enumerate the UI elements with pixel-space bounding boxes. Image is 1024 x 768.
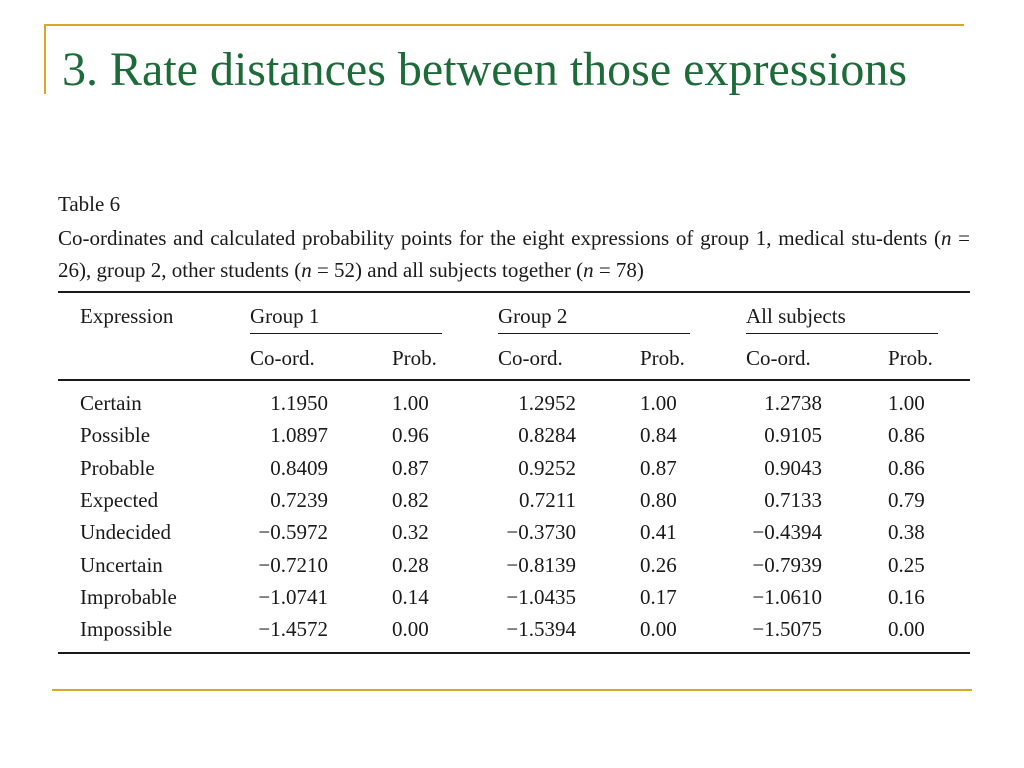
cell-group-2-coord: 0.7211 xyxy=(519,487,576,512)
header-group-1: Group 1 xyxy=(250,304,320,328)
cell-group-2-prob: 0.84 xyxy=(640,423,677,448)
cell-group-1-prob: 0.87 xyxy=(392,455,429,480)
cell-all-prob: 0.00 xyxy=(888,617,925,642)
cell-all-coord: −1.0610 xyxy=(752,584,822,609)
cell-expression: Impossible xyxy=(80,617,173,642)
caption-n-var-2: n xyxy=(301,258,312,282)
cell-all-coord: 0.9105 xyxy=(764,423,822,448)
header-expression: Expression xyxy=(80,304,174,328)
caption-n-var-3: n xyxy=(583,258,594,282)
all-subjects-rule xyxy=(746,333,938,334)
header-all-subjects: All subjects xyxy=(746,304,846,328)
cell-group-2-prob: 0.26 xyxy=(640,552,677,577)
cell-group-2-coord: 0.8284 xyxy=(518,423,576,448)
cell-expression: Expected xyxy=(80,487,159,512)
cell-all-prob: 0.38 xyxy=(888,520,925,545)
caption-text-1: Co-ordinates and calculated probability … xyxy=(58,226,941,250)
cell-group-1-prob: 0.28 xyxy=(392,552,429,577)
header-g1-prob: Prob. xyxy=(392,346,437,370)
cell-group-1-coord: −1.4572 xyxy=(258,617,328,642)
cell-group-2-prob: 0.87 xyxy=(640,455,677,480)
header-bottom-rule xyxy=(58,379,970,381)
cell-all-coord: −0.7939 xyxy=(752,552,822,577)
cell-all-prob: 0.86 xyxy=(888,455,925,480)
cell-group-2-coord: 0.9252 xyxy=(518,455,576,480)
left-accent-rule xyxy=(44,24,46,94)
cell-all-coord: 0.7133 xyxy=(764,487,822,512)
cell-group-1-prob: 0.14 xyxy=(392,584,429,609)
cell-expression: Uncertain xyxy=(80,552,163,577)
cell-all-coord: 1.2738 xyxy=(764,391,822,415)
bottom-accent-rule xyxy=(52,689,972,691)
cell-group-2-prob: 0.00 xyxy=(640,617,677,642)
cell-expression: Probable xyxy=(80,455,155,480)
cell-group-2-prob: 1.00 xyxy=(640,391,677,415)
cell-all-prob: 0.25 xyxy=(888,552,925,577)
cell-group-2-coord: −0.3730 xyxy=(506,520,576,545)
cell-group-2-coord: −1.5394 xyxy=(506,617,576,642)
header-g2-prob: Prob. xyxy=(640,346,685,370)
cell-group-1-coord: −0.5972 xyxy=(258,520,328,545)
cell-group-1-coord: 1.1950 xyxy=(270,391,328,415)
cell-group-1-prob: 0.32 xyxy=(392,520,429,545)
table-label: Table 6 xyxy=(58,192,121,216)
group-2-rule xyxy=(498,333,690,334)
cell-group-1-coord: 0.8409 xyxy=(270,455,328,480)
cell-group-1-coord: −0.7210 xyxy=(258,552,328,577)
cell-expression: Certain xyxy=(80,391,142,415)
caption-text-3: = 52) and all subjects together ( xyxy=(311,258,584,282)
table-caption: Co-ordinates and calculated probability … xyxy=(58,222,970,286)
cell-group-2-prob: 0.41 xyxy=(640,520,677,545)
cell-expression: Undecided xyxy=(80,520,171,545)
cell-all-prob: 1.00 xyxy=(888,391,925,415)
cell-group-1-coord: −1.0741 xyxy=(258,584,328,609)
cell-all-coord: 0.9043 xyxy=(764,455,822,480)
cell-group-1-coord: 1.0897 xyxy=(270,423,328,448)
cell-group-2-prob: 0.17 xyxy=(640,584,677,609)
cell-expression: Improbable xyxy=(80,584,177,609)
cell-all-prob: 0.86 xyxy=(888,423,925,448)
header-g2-coord: Co-ord. xyxy=(498,346,563,370)
table-bottom-rule xyxy=(58,652,970,654)
cell-group-1-prob: 1.00 xyxy=(392,391,429,415)
cell-all-coord: −0.4394 xyxy=(752,520,822,545)
cell-group-2-coord: −1.0435 xyxy=(506,584,576,609)
header-g1-coord: Co-ord. xyxy=(250,346,315,370)
cell-group-1-coord: 0.7239 xyxy=(270,487,328,512)
caption-text-4: = 78) xyxy=(593,258,644,282)
caption-text-2: = 26), group 2, other students ( xyxy=(58,226,971,282)
group-1-rule xyxy=(250,333,442,334)
cell-expression: Possible xyxy=(80,423,151,448)
slide-title: 3. Rate distances between those expressi… xyxy=(62,43,908,96)
header-group-2: Group 2 xyxy=(498,304,568,328)
top-accent-rule xyxy=(44,24,964,26)
cell-all-prob: 0.16 xyxy=(888,584,925,609)
caption-n-var-1: n xyxy=(940,226,952,250)
table-top-rule xyxy=(58,291,970,293)
header-all-prob: Prob. xyxy=(888,346,933,370)
cell-group-1-prob: 0.82 xyxy=(392,487,429,512)
cell-group-1-prob: 0.00 xyxy=(392,617,429,642)
cell-group-2-coord: 1.2952 xyxy=(518,391,576,415)
cell-group-2-coord: −0.8139 xyxy=(506,552,576,577)
cell-all-prob: 0.79 xyxy=(888,487,925,512)
cell-group-2-prob: 0.80 xyxy=(640,487,677,512)
header-all-coord: Co-ord. xyxy=(746,346,811,370)
cell-all-coord: −1.5075 xyxy=(752,617,822,642)
cell-group-1-prob: 0.96 xyxy=(392,423,429,448)
